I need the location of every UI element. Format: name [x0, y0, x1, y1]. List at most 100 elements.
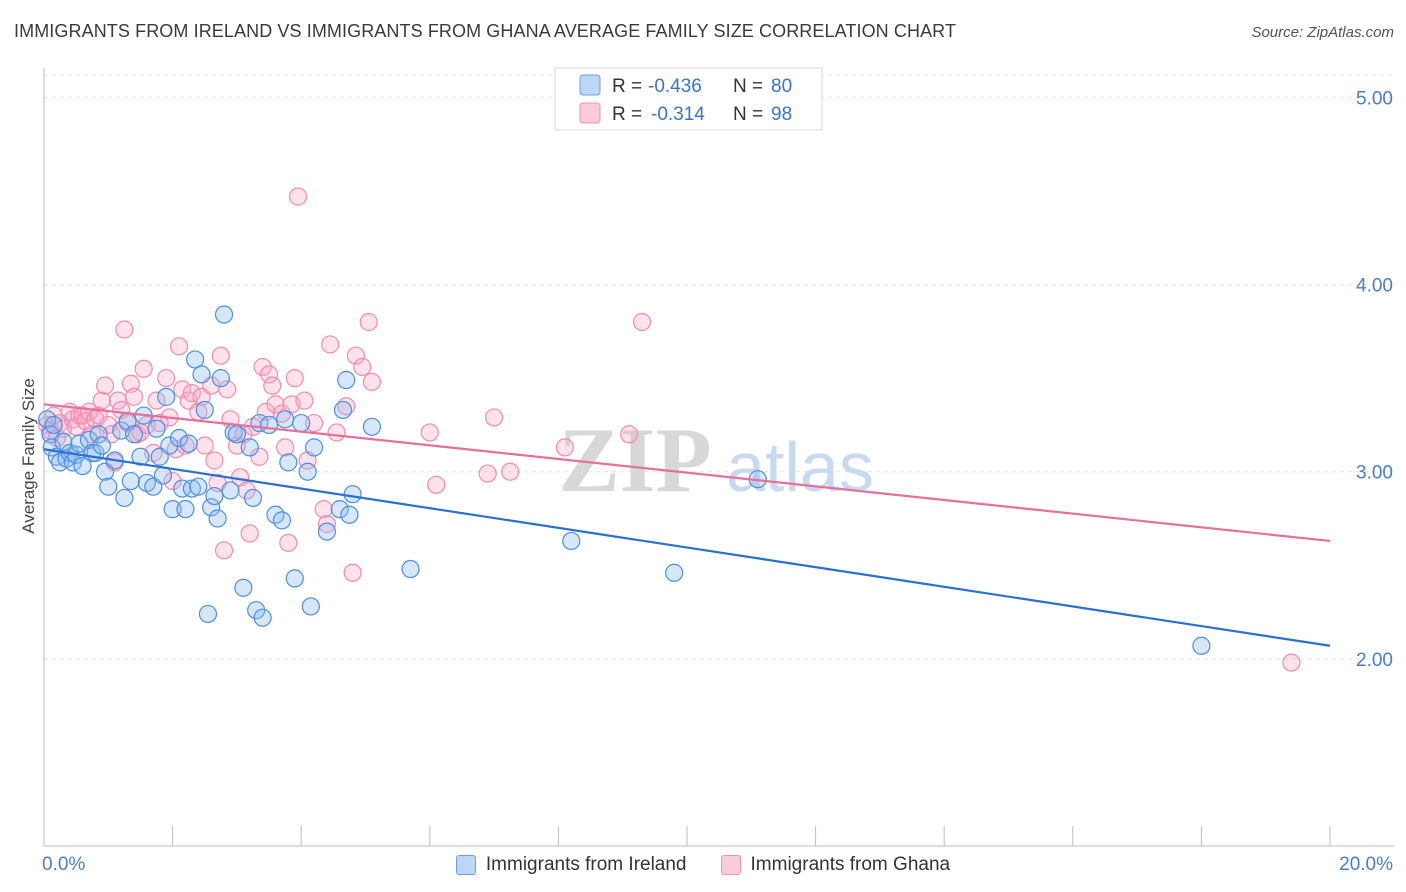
ireland-point: [173, 479, 192, 498]
ireland-point: [247, 601, 266, 620]
ireland-point: [70, 434, 89, 453]
legend-label-ireland: Immigrants from Ireland: [485, 854, 687, 875]
ghana-point: [1282, 653, 1301, 672]
ireland-point: [189, 477, 208, 496]
legend-swatch-ghana-bottom: [720, 855, 741, 875]
ghana-point: [95, 376, 115, 395]
ireland-point: [562, 531, 581, 551]
ghana-point: [115, 320, 134, 339]
ghana-point: [317, 515, 337, 534]
ireland-point: [205, 486, 224, 506]
legend-r-value-ghana: -0.314: [651, 104, 705, 125]
ghana-point: [237, 481, 256, 500]
ireland-point: [330, 500, 349, 519]
ireland-point: [192, 365, 211, 384]
legend-r-label-ghana: R =: [612, 104, 642, 125]
legend-n-label-ghana: N =: [733, 104, 763, 125]
ireland-point: [160, 436, 179, 455]
watermark: ZIP atlas: [558, 409, 874, 511]
ghana-point: [134, 359, 153, 378]
ireland-point: [227, 425, 246, 444]
ghana-point: [92, 391, 111, 410]
legend-n-value-ireland: 80: [771, 76, 792, 97]
ghana-point: [327, 423, 346, 442]
ireland-point: [337, 370, 356, 390]
ireland-point: [665, 563, 684, 582]
ireland-point: [1192, 636, 1211, 655]
x-tick-label-1: 20.0%: [1339, 854, 1393, 875]
ghana-point: [195, 436, 214, 455]
ghana-point: [211, 346, 230, 365]
ghana-point: [214, 541, 234, 560]
watermark-zip: ZIP: [558, 409, 711, 511]
ireland-point: [179, 434, 198, 453]
ireland-point: [234, 578, 253, 597]
ghana-point: [485, 408, 504, 427]
ghana-point: [182, 384, 201, 403]
ghana-point: [112, 400, 131, 420]
y-tick-labels: 2.00 3.00 4.00 5.00: [1356, 88, 1393, 670]
ghana-point: [285, 369, 304, 388]
ghana-point: [346, 346, 365, 365]
ireland-point: [121, 471, 140, 491]
ireland-point: [163, 500, 182, 519]
y-tick-label-3: 5.00: [1356, 88, 1393, 109]
legend-swatch-ghana: [579, 102, 601, 124]
ghana-point: [169, 337, 189, 356]
ghana-point: [279, 533, 298, 552]
ireland-point: [272, 511, 292, 530]
grid-lines: [44, 74, 1394, 660]
ghana-point: [173, 380, 192, 399]
ghana-point: [157, 369, 176, 388]
ghana-point: [253, 357, 272, 377]
ireland-point: [298, 462, 317, 481]
ireland-point: [317, 522, 337, 541]
ireland-point: [198, 604, 218, 624]
ghana-point: [362, 372, 382, 391]
axes: [43, 68, 1394, 847]
ghana-point: [501, 462, 520, 481]
ghana-point: [276, 438, 295, 457]
ireland-point: [292, 413, 311, 433]
ireland-point: [343, 485, 362, 504]
ireland-point: [157, 387, 176, 406]
ghana-point: [240, 524, 259, 543]
ireland-point: [124, 425, 144, 444]
ireland-point: [92, 436, 111, 455]
legend-label-ghana: Immigrants from Ghana: [750, 854, 951, 875]
series-legend: Immigrants from Ireland Immigrants from …: [0, 850, 1406, 880]
ghana-points: [38, 187, 1301, 672]
ireland-point: [211, 369, 230, 388]
ghana-point: [314, 500, 333, 519]
ghana-point: [263, 376, 282, 395]
y-tick-label-2: 4.00: [1356, 276, 1393, 297]
trend-lines: [43, 403, 1331, 647]
ghana-point: [420, 423, 439, 442]
legend-r-value-ireland: -0.436: [648, 76, 702, 97]
ireland-point: [169, 428, 189, 448]
correlation-legend: R = -0.436 N = 80 R = -0.314 N = 98: [554, 67, 823, 131]
ghana-point: [295, 391, 314, 410]
ireland-point: [340, 505, 359, 524]
ghana-point: [359, 312, 378, 332]
ireland-point: [362, 417, 382, 436]
ghana-point: [288, 187, 308, 206]
legend-n-value-ghana: 98: [771, 104, 792, 125]
ireland-point: [99, 477, 118, 496]
ireland-point: [176, 500, 195, 519]
ireland-point: [214, 305, 234, 324]
ireland-point: [304, 438, 324, 457]
ireland-point: [253, 608, 272, 627]
ghana-point: [150, 413, 169, 433]
ghana-point: [321, 335, 340, 354]
ireland-trend-line: [43, 448, 1331, 647]
ghana-point: [266, 395, 285, 414]
ireland-point: [131, 447, 150, 466]
chart-title: IMMIGRANTS FROM IRELAND VS IMMIGRANTS FR…: [14, 21, 957, 41]
ireland-point: [202, 498, 221, 517]
ireland-point: [115, 488, 134, 508]
ghana-point: [353, 357, 372, 377]
ireland-point: [153, 466, 173, 485]
ireland-point: [285, 569, 304, 588]
